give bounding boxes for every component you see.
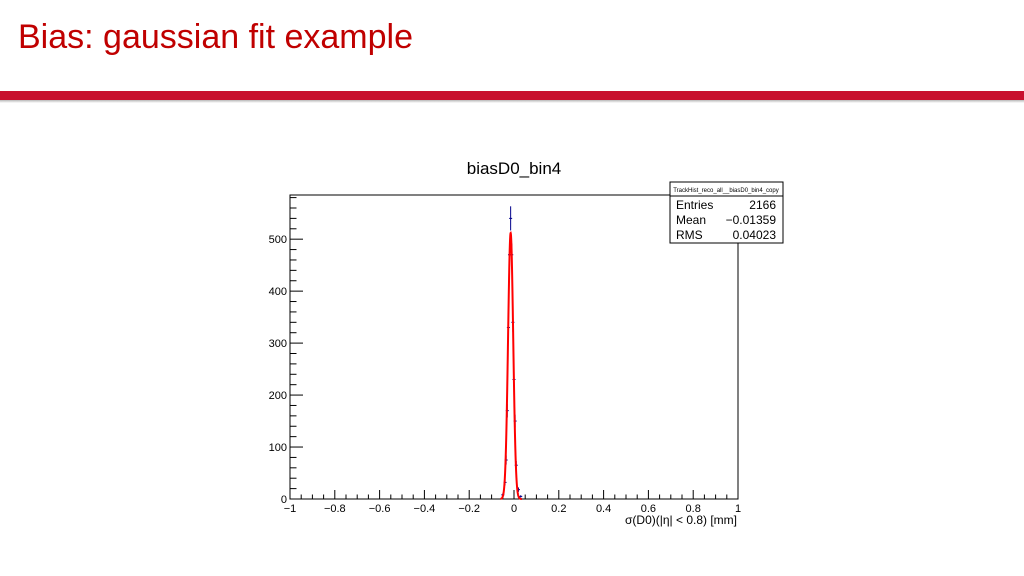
x-tick-label: −0.8 [324, 503, 346, 515]
tick-labels: −1 −0.8 −0.6 −0.4 −0.2 0 0.2 0.4 0.6 0.8 1 0 100 200 3… [269, 234, 741, 515]
y-tick-label: 400 [269, 286, 287, 298]
y-tick-label: 200 [269, 390, 287, 402]
y-tick-label: 500 [269, 234, 287, 246]
x-tick-label: −1 [284, 503, 297, 515]
stats-entries-value: 2166 [749, 198, 776, 212]
title-accent-bar [0, 91, 1024, 100]
x-tick-label: −0.4 [414, 503, 436, 515]
x-tick-label: 0.2 [551, 503, 566, 515]
x-axis-label: σ(D0)(|η| < 0.8) [mm] [625, 513, 737, 527]
stats-box-body [669, 195, 784, 244]
stats-mean-value: −0.01359 [726, 213, 777, 227]
stats-rms-label: RMS [676, 228, 703, 242]
x-tick-label: 1 [735, 503, 741, 515]
x-tick-label: 0.6 [641, 503, 656, 515]
y-tick-label: 100 [269, 442, 287, 454]
title-bar-shadow [0, 100, 1024, 103]
y-tick-label: 0 [281, 494, 287, 506]
gaussian-fit-curve [500, 231, 522, 500]
y-tick-label: 300 [269, 338, 287, 350]
stats-rms-value: 0.04023 [733, 228, 777, 242]
x-tick-label: 0.4 [596, 503, 611, 515]
stats-entries-label: Entries [676, 198, 713, 212]
chart-title: biasD0_bin4 [467, 159, 562, 178]
slide-title: Bias: gaussian fit example [18, 18, 413, 56]
x-tick-label: −0.2 [458, 503, 480, 515]
x-tick-label: 0.8 [686, 503, 701, 515]
x-tick-label: −0.6 [369, 503, 391, 515]
stats-box: TrackHist_reco_all__biasD0_bin4_copy Ent… [669, 181, 784, 244]
axis-ticks [289, 197, 739, 500]
stats-mean-label: Mean [676, 213, 706, 227]
stats-box-name: TrackHist_reco_all__biasD0_bin4_copy [673, 188, 779, 194]
x-tick-label: 0 [511, 503, 517, 515]
